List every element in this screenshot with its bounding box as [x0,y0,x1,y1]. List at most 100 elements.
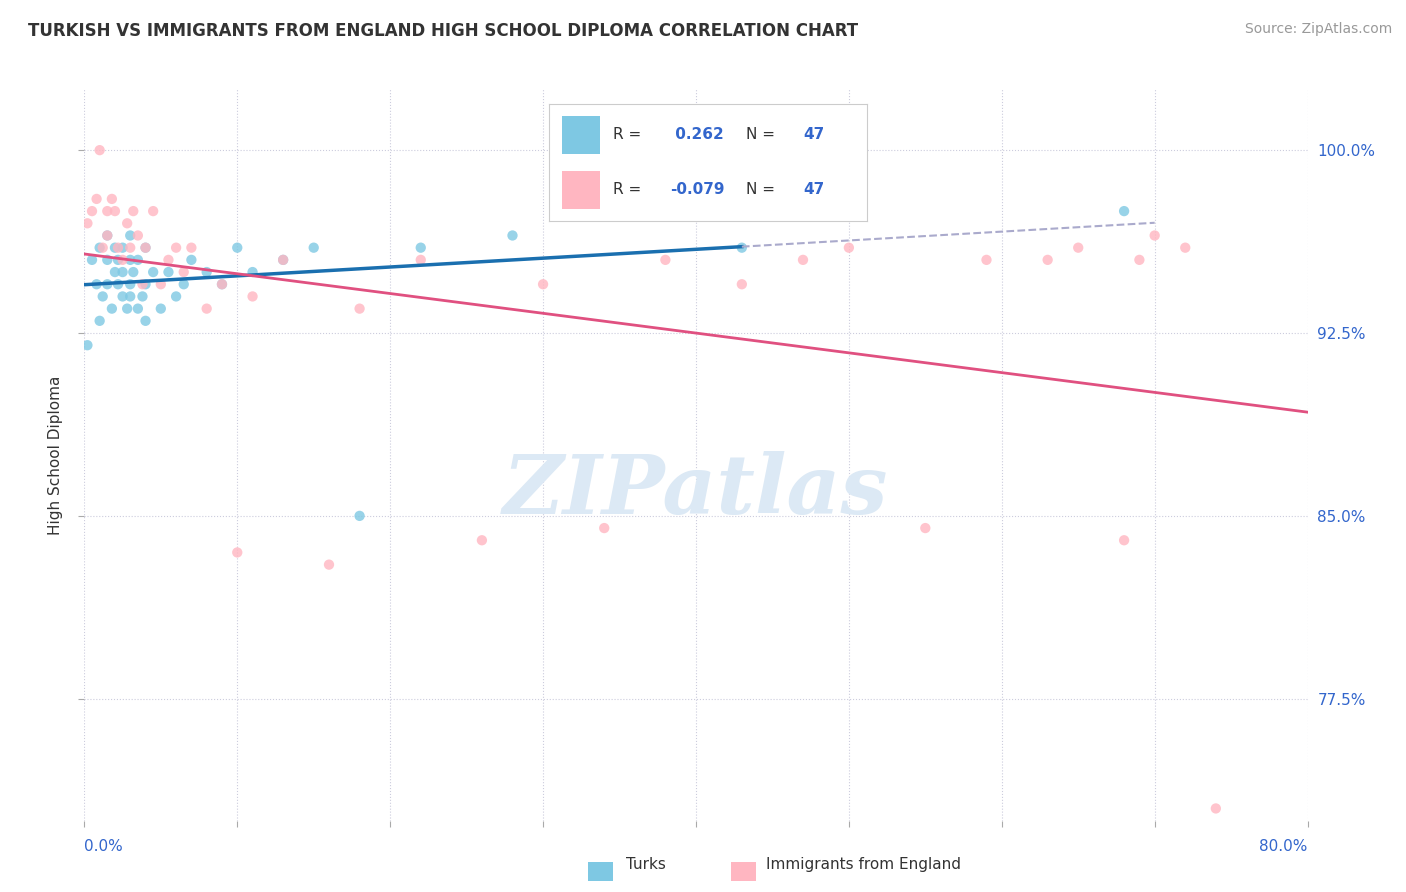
Point [122,204,145,219]
Point [142,265,165,279]
Point [107,252,129,267]
Point [1114,204,1136,219]
Point [122,265,145,279]
Point [149,301,172,316]
Point [271,252,294,267]
Point [91,241,114,255]
Text: Source: ZipAtlas.com: Source: ZipAtlas.com [1244,22,1392,37]
Point [111,241,134,255]
Point [135,277,157,292]
Point [135,241,157,255]
Point [89,143,111,157]
Text: Turks: Turks [626,857,665,872]
Point [131,289,153,303]
Point [471,533,494,548]
Point [91,289,114,303]
Point [609,204,631,219]
Y-axis label: High School Diploma: High School Diploma [48,376,63,534]
Point [127,301,149,316]
Point [1114,533,1136,548]
Point [349,508,371,523]
Point [226,545,249,559]
Point [1143,228,1166,243]
Point [120,277,142,292]
Point [180,241,202,255]
Point [318,558,340,572]
Point [302,241,325,255]
Point [111,289,134,303]
Point [120,228,142,243]
Point [409,252,432,267]
Point [838,241,860,255]
Point [142,204,165,219]
Point [211,277,233,292]
Point [1128,252,1150,267]
Point [89,241,111,255]
Point [654,252,676,267]
Text: 0.0%: 0.0% [84,838,124,854]
Point [127,252,149,267]
Point [173,277,195,292]
Text: Immigrants from England: Immigrants from England [766,857,962,872]
Point [115,301,138,316]
Point [115,216,138,230]
Point [165,289,187,303]
Point [976,252,998,267]
Point [86,192,108,206]
Point [409,241,432,255]
Point [731,241,754,255]
Point [157,265,180,279]
Point [135,314,157,328]
Point [86,277,108,292]
Point [211,277,233,292]
Point [792,252,814,267]
Point [531,277,554,292]
Point [76,338,98,352]
Point [593,521,616,535]
Point [157,252,180,267]
Point [1036,252,1059,267]
Point [120,289,142,303]
Point [226,241,249,255]
Text: TURKISH VS IMMIGRANTS FROM ENGLAND HIGH SCHOOL DIPLOMA CORRELATION CHART: TURKISH VS IMMIGRANTS FROM ENGLAND HIGH … [28,22,858,40]
Text: ZIPatlas: ZIPatlas [503,451,889,532]
Point [104,241,127,255]
Point [96,228,118,243]
Point [731,277,754,292]
Point [111,252,134,267]
Text: 80.0%: 80.0% [1260,838,1308,854]
Point [135,241,157,255]
Point [107,277,129,292]
Point [96,204,118,219]
Point [349,301,371,316]
Point [180,252,202,267]
Point [101,192,124,206]
Point [104,204,127,219]
Point [96,252,118,267]
Point [104,265,127,279]
Point [76,216,98,230]
Point [914,521,936,535]
Point [1067,241,1090,255]
Point [502,228,524,243]
Point [89,314,111,328]
Point [195,265,218,279]
Point [127,228,149,243]
Point [101,301,124,316]
Point [242,265,264,279]
Point [173,265,195,279]
Point [107,241,129,255]
Point [111,265,134,279]
Point [80,252,103,267]
Point [1205,801,1227,815]
Point [120,241,142,255]
Point [1174,241,1197,255]
Point [96,277,118,292]
Point [165,241,187,255]
Point [120,252,142,267]
Point [195,301,218,316]
Point [149,277,172,292]
Point [242,289,264,303]
Point [96,228,118,243]
Point [131,277,153,292]
